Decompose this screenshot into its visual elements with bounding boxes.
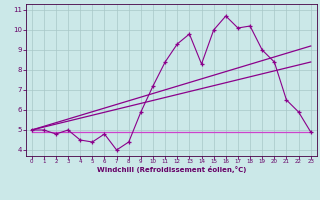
X-axis label: Windchill (Refroidissement éolien,°C): Windchill (Refroidissement éolien,°C) (97, 166, 246, 173)
